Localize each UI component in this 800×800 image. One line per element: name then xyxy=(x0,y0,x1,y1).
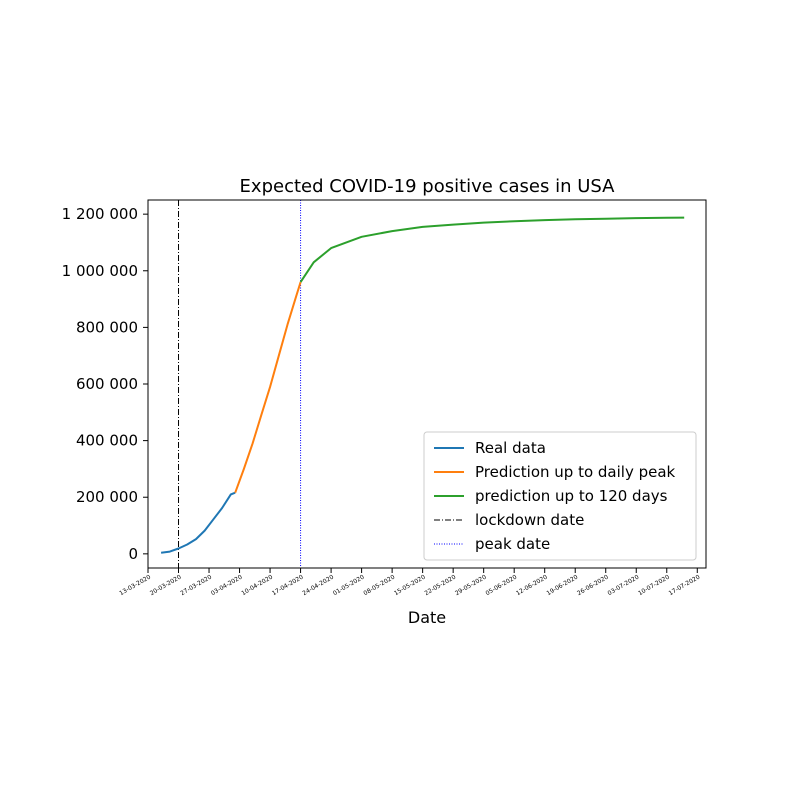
x-tick-label: 22-05-2020 xyxy=(423,574,457,598)
y-tick-label: 600 000 xyxy=(76,375,138,393)
y-tick-label: 200 000 xyxy=(76,488,138,506)
chart-title: Expected COVID-19 positive cases in USA xyxy=(240,176,616,197)
y-tick-label: 1 200 000 xyxy=(62,205,138,223)
series-line-prediction-up-to-120-days xyxy=(299,216,685,283)
x-tick-label: 20-03-2020 xyxy=(149,574,183,598)
legend-label: prediction up to 120 days xyxy=(475,487,668,505)
legend-label: peak date xyxy=(475,535,550,553)
x-tick-label: 12-06-2020 xyxy=(515,574,549,598)
x-tick-label: 08-05-2020 xyxy=(362,574,396,598)
legend-label: Prediction up to daily peak xyxy=(475,463,676,481)
x-tick-label: 05-06-2020 xyxy=(484,574,518,598)
y-tick-label: 400 000 xyxy=(76,432,138,450)
x-tick-label: 17-04-2020 xyxy=(271,574,305,598)
x-tick-label: 26-06-2020 xyxy=(576,574,610,598)
x-tick-label: 10-04-2020 xyxy=(240,574,274,598)
legend-label: lockdown date xyxy=(475,511,584,529)
x-tick-label: 10-07-2020 xyxy=(637,574,671,598)
x-tick-label: 13-03-2020 xyxy=(118,574,152,598)
series-line-prediction-up-to-daily-peak xyxy=(234,281,302,494)
y-tick-label: 1 000 000 xyxy=(62,262,138,280)
x-tick-label: 27-03-2020 xyxy=(179,574,213,598)
axes-frame xyxy=(147,199,707,569)
series-line-real-data xyxy=(160,491,236,554)
x-axis-title: Date xyxy=(408,608,446,627)
x-tick-label: 29-05-2020 xyxy=(454,574,488,598)
y-tick-label: 800 000 xyxy=(76,318,138,336)
x-tick-label: 15-05-2020 xyxy=(393,574,427,598)
x-tick-label: 17-07-2020 xyxy=(668,574,702,598)
x-tick-label: 19-06-2020 xyxy=(546,574,580,598)
legend-box xyxy=(423,431,697,561)
x-tick-label: 24-04-2020 xyxy=(301,574,335,598)
x-tick-label: 03-04-2020 xyxy=(210,574,244,598)
legend-label: Real data xyxy=(475,439,546,457)
x-tick-label: 03-07-2020 xyxy=(607,574,641,598)
plot-area: 0 200 000 400 000 600 000 800 000 1 000 000 1 … xyxy=(62,199,707,598)
x-tick-label: 01-05-2020 xyxy=(332,574,366,598)
y-tick-label: 0 xyxy=(128,545,138,563)
